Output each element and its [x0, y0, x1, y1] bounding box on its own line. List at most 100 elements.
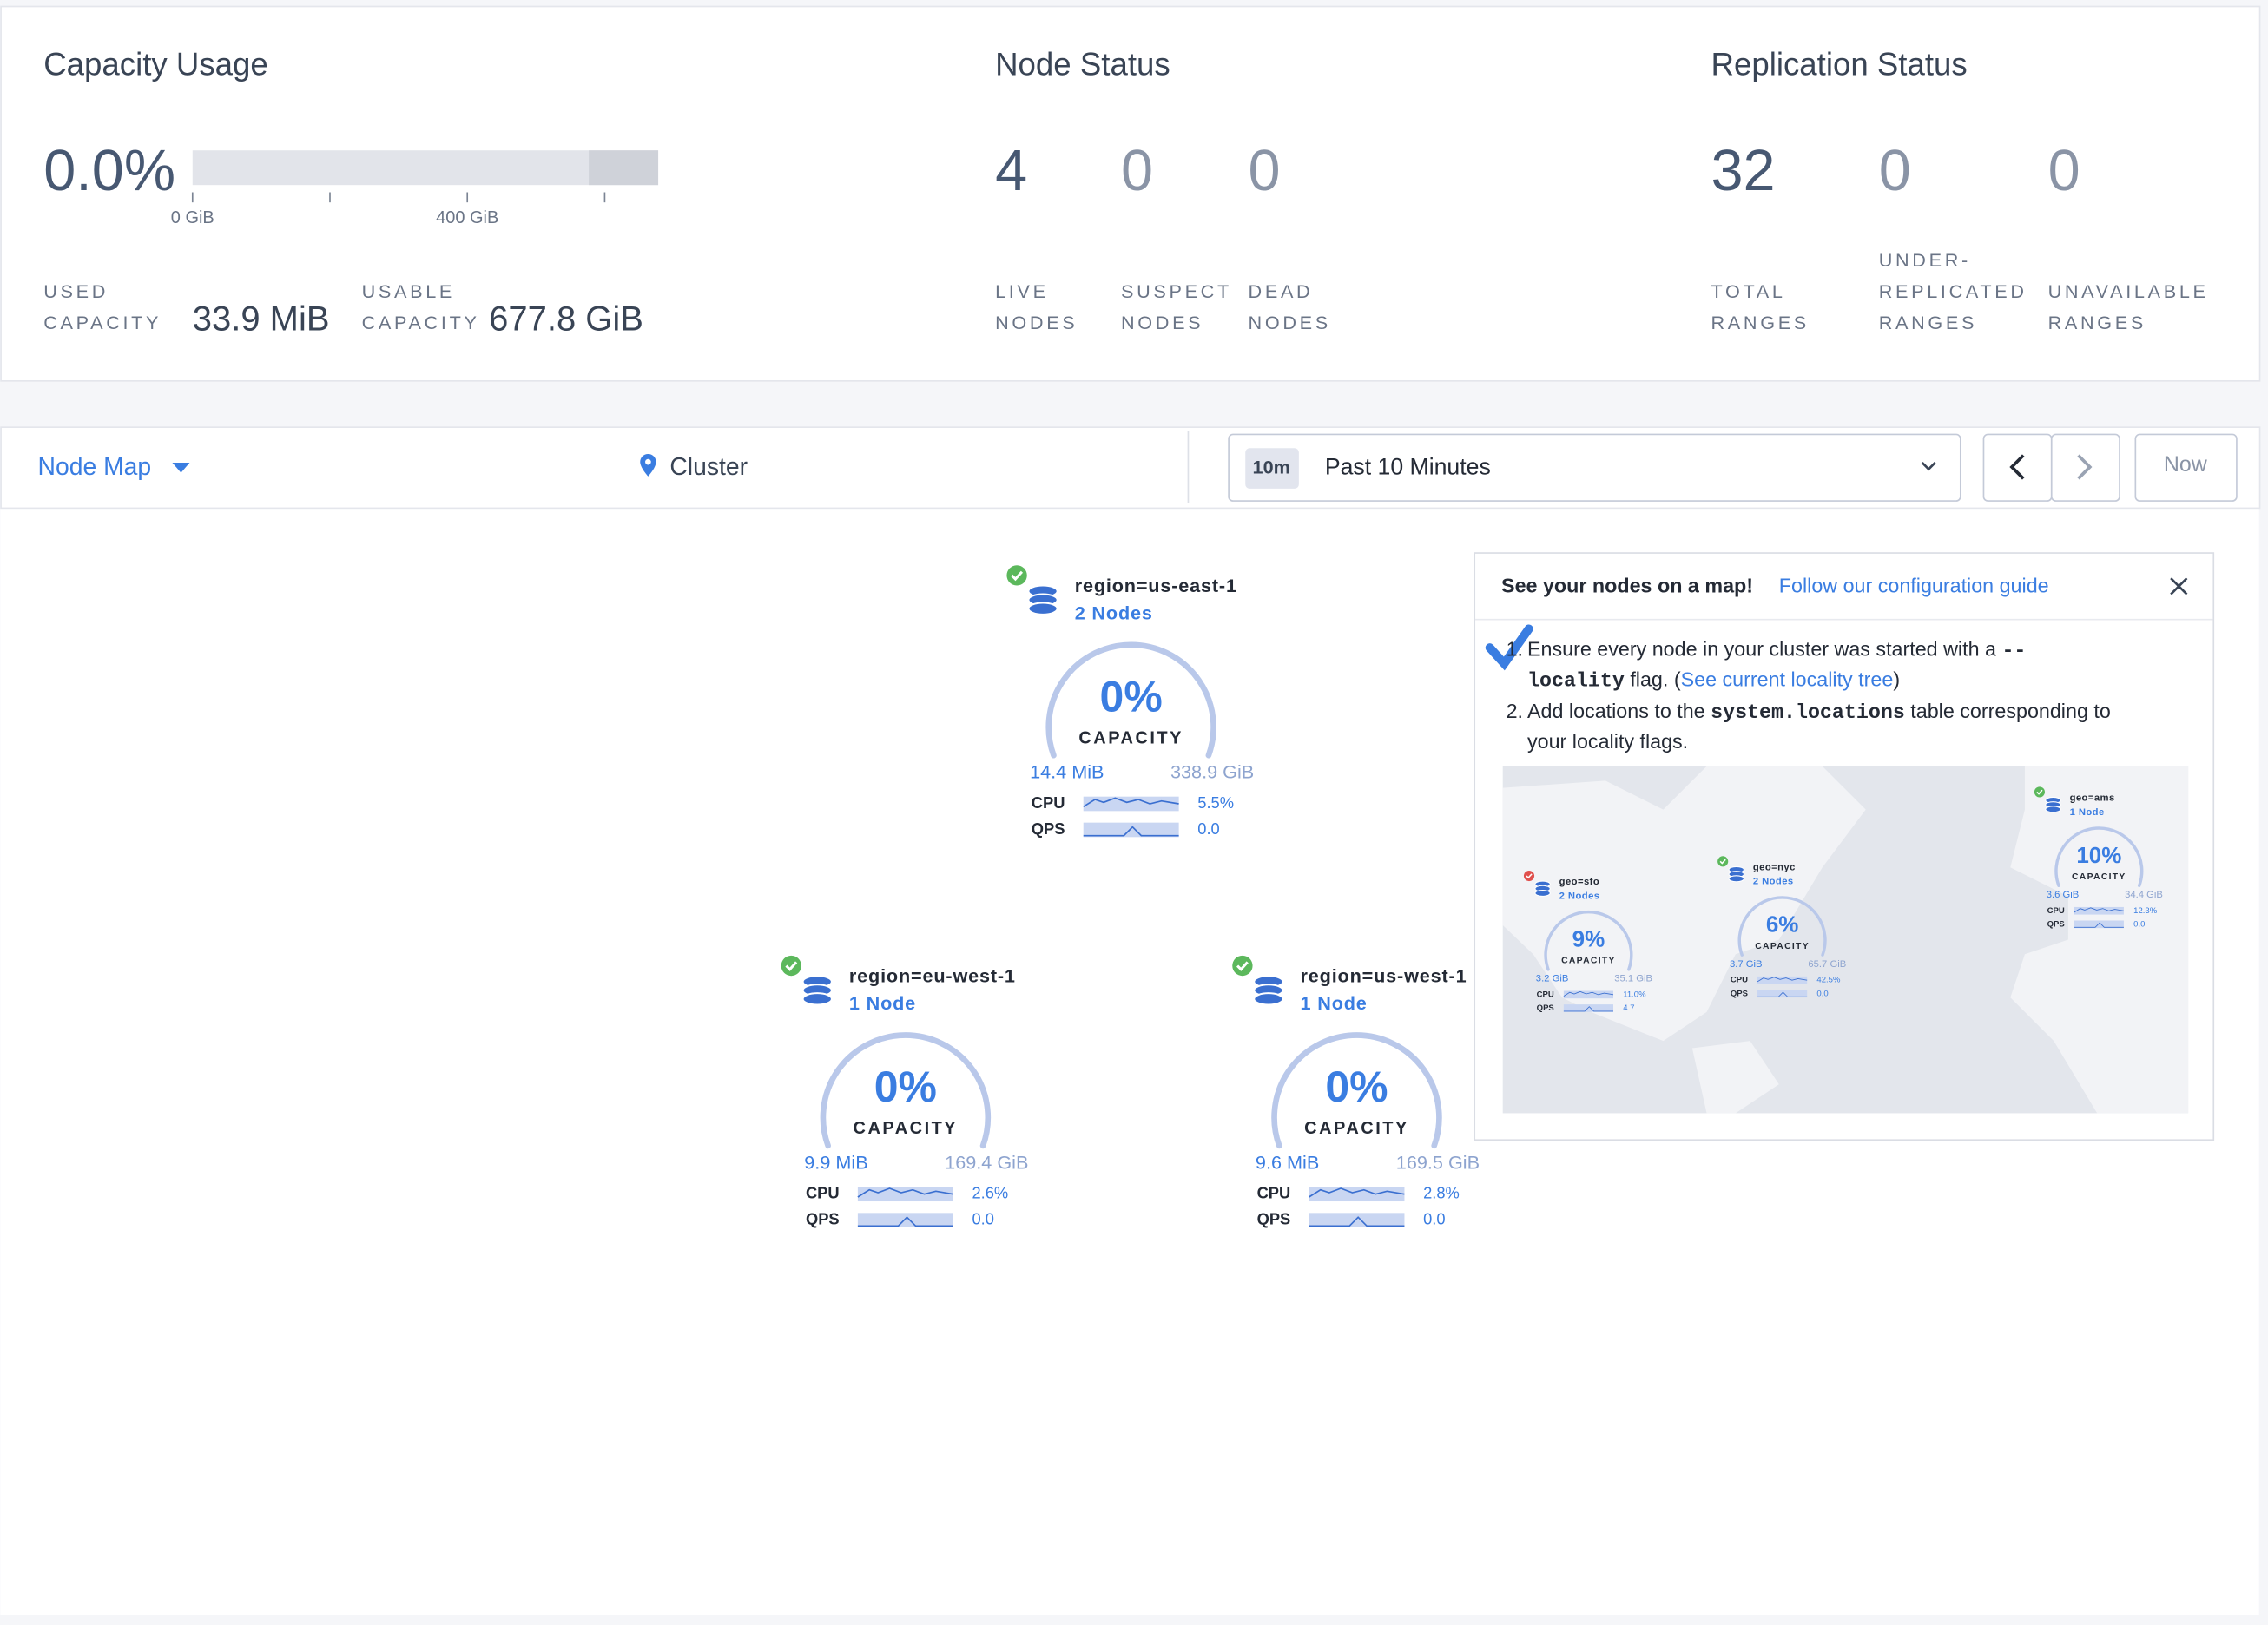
tip-link[interactable]: Follow our configuration guide	[1779, 574, 2049, 596]
land	[1502, 766, 1866, 1042]
sparkline-bg	[1309, 1187, 1405, 1202]
qps-value: 4.7	[1623, 1003, 1634, 1013]
cpu-value: 11.0%	[1623, 990, 1646, 999]
status-label: RANGES	[1879, 312, 1977, 333]
status-check	[1236, 961, 1249, 971]
qps-label: QPS	[1731, 989, 1748, 998]
status-label: RANGES	[1711, 312, 1810, 333]
gauge-percent: 9%	[1572, 925, 1605, 951]
prev-icon	[2009, 454, 2025, 480]
status-value: 4	[995, 139, 1027, 203]
qps-value: 0.0	[2133, 919, 2145, 929]
land	[2010, 766, 2189, 1114]
step-text: flag. (	[1625, 668, 1681, 691]
status-label: UNAVAILABLE	[2048, 280, 2209, 302]
locality-nodes: 1 Node	[1301, 992, 1368, 1014]
status-label: NODES	[1121, 312, 1203, 333]
step-number: 2.	[1507, 700, 1523, 722]
locality-name[interactable]: geo=nyc	[1753, 862, 1796, 872]
locality-card: geo=nyc 2 Nodes 6% CAPACITY 3.7 GiB 65.7 GiB C…	[1717, 856, 1846, 998]
locality-name[interactable]: geo=sfo	[1559, 877, 1599, 887]
sparkline-bg	[1083, 796, 1179, 812]
land	[1691, 1041, 1779, 1114]
inline-code: locality	[1527, 670, 1625, 693]
close-button[interactable]	[2170, 577, 2188, 595]
status-value: 0	[2048, 139, 2080, 203]
time-badge-label: 10m	[1253, 456, 1290, 477]
sparkline	[2074, 907, 2124, 913]
dropdown-caret[interactable]	[172, 462, 190, 473]
step-text: Add locations to the	[1527, 700, 1711, 722]
gauge-label: CAPACITY	[2072, 872, 2126, 882]
total-capacity: 35.1 GiB	[1614, 974, 1652, 984]
stat-label: USABLE	[362, 280, 455, 302]
used-capacity: 9.9 MiB	[804, 1151, 867, 1173]
next-button[interactable]	[2050, 433, 2120, 502]
step-line: your locality flags.	[1527, 730, 1688, 753]
sparkline-bg	[2074, 920, 2124, 929]
total-capacity: 34.4 GiB	[2125, 890, 2163, 900]
status-label: DEAD	[1249, 280, 1314, 302]
qps-label: QPS	[1032, 819, 1065, 838]
qps-value: 0.0	[1816, 989, 1828, 998]
select-chevron	[1921, 462, 1936, 471]
inline-link[interactable]: See current locality tree	[1681, 668, 1894, 691]
view-dropdown[interactable]: Node Map	[38, 452, 152, 480]
locality-card: geo=sfo 2 Nodes 9% CAPACITY 3.2 GiB 35.1 GiB C…	[1523, 870, 1652, 1013]
qps-label: QPS	[806, 1210, 840, 1228]
gauge-label: CAPACITY	[1304, 1119, 1409, 1138]
prev-button[interactable]	[1982, 433, 2053, 502]
sparkline	[2074, 922, 2124, 928]
cpu-label: CPU	[1032, 793, 1065, 812]
status-value: 0	[1121, 139, 1153, 203]
capacity-bar	[192, 150, 659, 186]
axis-label: 0 GiB	[171, 208, 214, 227]
db-icon	[1534, 889, 1551, 897]
cpu-label: CPU	[1537, 990, 1554, 999]
now-label[interactable]: Now	[2164, 452, 2208, 477]
status-label: SUSPECT	[1121, 280, 1232, 302]
time-range[interactable]: Past 10 Minutes	[1325, 454, 1491, 480]
sparkline-bg	[857, 1187, 953, 1202]
breadcrumb: Cluster	[669, 452, 748, 480]
used-capacity: 3.6 GiB	[2047, 890, 2080, 900]
gauge-percent: 0%	[874, 1062, 937, 1111]
capacity-bar-reserved	[589, 150, 659, 186]
locality-card: region=eu-west-1 1 Node 0% CAPACITY 9.9 MiB 1…	[781, 955, 1028, 1228]
cpu-label: CPU	[2047, 906, 2065, 916]
gauge-percent: 0%	[1325, 1062, 1388, 1111]
locality-name[interactable]: geo=ams	[2070, 793, 2115, 803]
db-icon	[1253, 992, 1284, 1006]
locality-name[interactable]: region=us-west-1	[1301, 965, 1467, 987]
qps-value: 0.0	[1423, 1210, 1445, 1228]
stat-label: CAPACITY	[362, 312, 480, 333]
status-value: 0	[1879, 139, 1911, 203]
status-dot	[1006, 565, 1027, 586]
cpu-label: CPU	[1257, 1184, 1291, 1202]
sparkline-bg	[1309, 1213, 1405, 1227]
status-check	[1526, 873, 1533, 879]
locality-nodes: 2 Nodes	[1559, 891, 1600, 901]
status-label: RANGES	[2048, 312, 2146, 333]
locality-nodes: 1 Node	[2070, 807, 2105, 818]
step-text: )	[1893, 668, 1900, 691]
axis-label: 400 GiB	[436, 208, 498, 227]
sparkline	[1757, 991, 1808, 997]
status-value: 32	[1711, 139, 1776, 203]
panel-title: Capacity Usage	[43, 46, 268, 82]
locality-name[interactable]: region=eu-west-1	[849, 965, 1016, 987]
status-check	[2036, 789, 2043, 795]
status-label: TOTAL	[1711, 280, 1786, 302]
cpu-value: 2.6%	[972, 1184, 1008, 1202]
sparkline	[1083, 826, 1179, 837]
capacity-gauge	[1544, 910, 1633, 971]
capacity-gauge	[820, 1032, 992, 1149]
inline-code: --	[2001, 640, 2026, 662]
cpu-value: 5.5%	[1197, 793, 1234, 812]
capacity-gauge	[1271, 1032, 1442, 1149]
now-button[interactable]	[2134, 433, 2238, 502]
time-select[interactable]	[1228, 433, 1961, 502]
locality-name[interactable]: region=us-east-1	[1075, 575, 1237, 596]
